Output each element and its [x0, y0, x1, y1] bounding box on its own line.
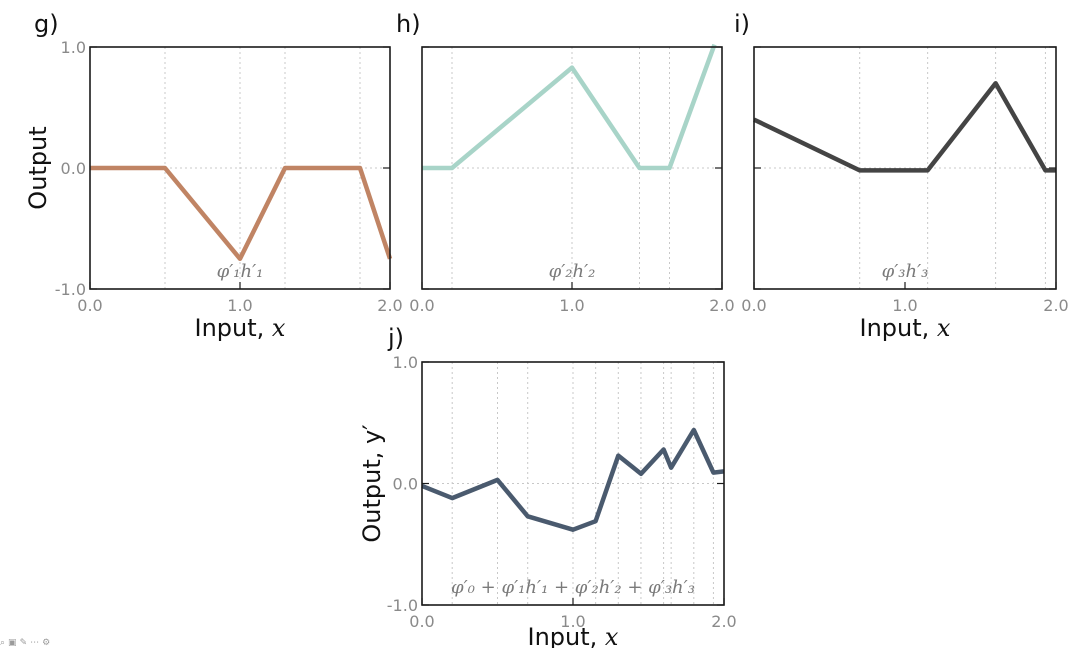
- panel-letter: g): [34, 10, 59, 38]
- panel-j: j)0.0 1.0 2.0-1.00.01.0φ′₀ + φ′₁h′₁ + φ′₂h…: [358, 324, 737, 648]
- x-tick-label: 0.0: [409, 612, 434, 631]
- x-tick-label: 0.0: [741, 296, 766, 315]
- series-line: [422, 43, 717, 171]
- panel-i: i) 0.0 1.0 2.0 φ′₃h′₃ Input, x: [734, 10, 1069, 342]
- more-icon[interactable]: ⋯: [30, 638, 40, 648]
- series-line: [421, 427, 725, 532]
- series-annotation: φ′₁h′₁: [217, 261, 264, 282]
- series-line: [753, 81, 1056, 173]
- plot-frame: [753, 46, 1057, 290]
- y-axis-label: Output, y′: [358, 424, 386, 542]
- panel-h: h) 0.0 1.0 2.0 φ′₂h′₂: [396, 10, 735, 315]
- x-axis-label: Input, x: [860, 314, 951, 342]
- x-tick-label: 2.0: [377, 296, 402, 315]
- edit-icon[interactable]: ✎: [19, 638, 28, 648]
- y-tick-label: 1.0: [393, 353, 418, 372]
- plot-frame: [421, 361, 725, 606]
- x-tick-label: 2.0: [1043, 296, 1068, 315]
- x-tick-label: 0.0: [77, 296, 102, 315]
- x-axis-label-var: x: [937, 314, 951, 342]
- x-tick-label: 1.0: [559, 296, 584, 315]
- x-tick-label: 2.0: [709, 296, 734, 315]
- y-tick-label: 1.0: [61, 38, 86, 57]
- zoom-icon[interactable]: ⌕: [0, 638, 6, 648]
- x-axis-label-text: Input,: [860, 314, 937, 342]
- y-tick-label: 0.0: [393, 475, 418, 494]
- panel-g: g)0.0 1.0 2.0-1.00.01.0φ′₁h′₁OutputInput, …: [24, 10, 403, 342]
- x-axis-label-var: x: [272, 314, 286, 342]
- viewer-toolbar: ⌕ ▣ ✎ ⋯ ⚙: [0, 638, 50, 648]
- panel-letter: i): [734, 10, 750, 38]
- x-tick-label: 1.0: [227, 296, 252, 315]
- x-tick-label: 0.0: [409, 296, 434, 315]
- x-tick-label: 2.0: [711, 612, 736, 631]
- series-annotation: φ′₀ + φ′₁h′₁ + φ′₂h′₂ + φ′₃h′₃: [451, 577, 695, 598]
- y-tick-label: 0.0: [61, 159, 86, 178]
- settings-icon[interactable]: ⚙: [42, 638, 51, 648]
- x-tick-label: 1.0: [560, 612, 585, 631]
- x-axis-label: Input, x: [528, 623, 619, 648]
- series-annotation: φ′₃h′₃: [882, 261, 929, 282]
- panel-letter: j): [387, 324, 404, 352]
- x-tick-label: 1.0: [892, 296, 917, 315]
- image-icon[interactable]: ▣: [8, 638, 17, 648]
- panel-letter: h): [396, 10, 421, 38]
- series-annotation: φ′₂h′₂: [549, 261, 596, 282]
- y-tick-label: -1.0: [55, 280, 86, 299]
- series-line: [90, 165, 393, 262]
- plot-frame: [421, 46, 723, 290]
- plot-frame: [89, 46, 391, 290]
- x-axis-label-text: Input,: [195, 314, 272, 342]
- x-axis-label: Input, x: [195, 314, 286, 342]
- y-tick-label: -1.0: [387, 596, 418, 615]
- x-axis-label-text: Input,: [528, 623, 605, 648]
- x-axis-label-var: x: [605, 623, 619, 648]
- y-axis-label: Output: [24, 126, 52, 209]
